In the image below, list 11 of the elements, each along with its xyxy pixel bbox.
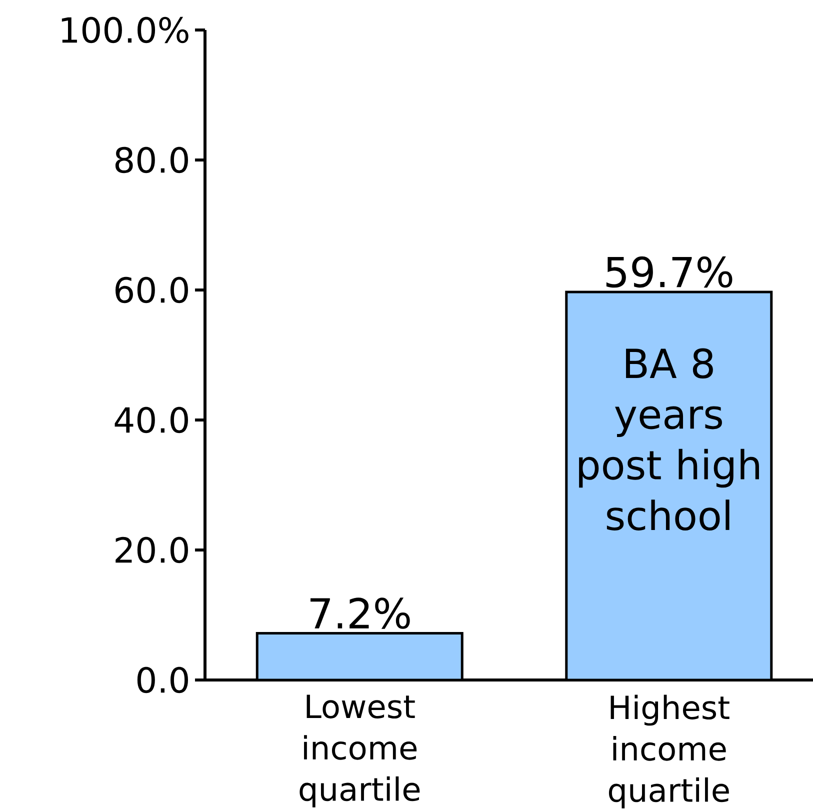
- y-tick-label: 40.0: [114, 406, 188, 434]
- annotation: BA 8 years post high school: [579, 348, 759, 531]
- data-label: 7.2%: [310, 598, 410, 629]
- x-tick-label: Lowest income quartile: [300, 694, 420, 808]
- y-tick-label: 60.0: [116, 276, 188, 304]
- y-tick-label: 80.0: [115, 146, 188, 174]
- x-tick-label: Highest income quartile: [608, 694, 730, 808]
- data-label: 59.7%: [606, 256, 732, 288]
- y-tick-label: 20.0: [116, 536, 188, 564]
- y-tick-label: 0.0: [137, 666, 188, 694]
- y-tick-label: 100.0%: [62, 16, 188, 44]
